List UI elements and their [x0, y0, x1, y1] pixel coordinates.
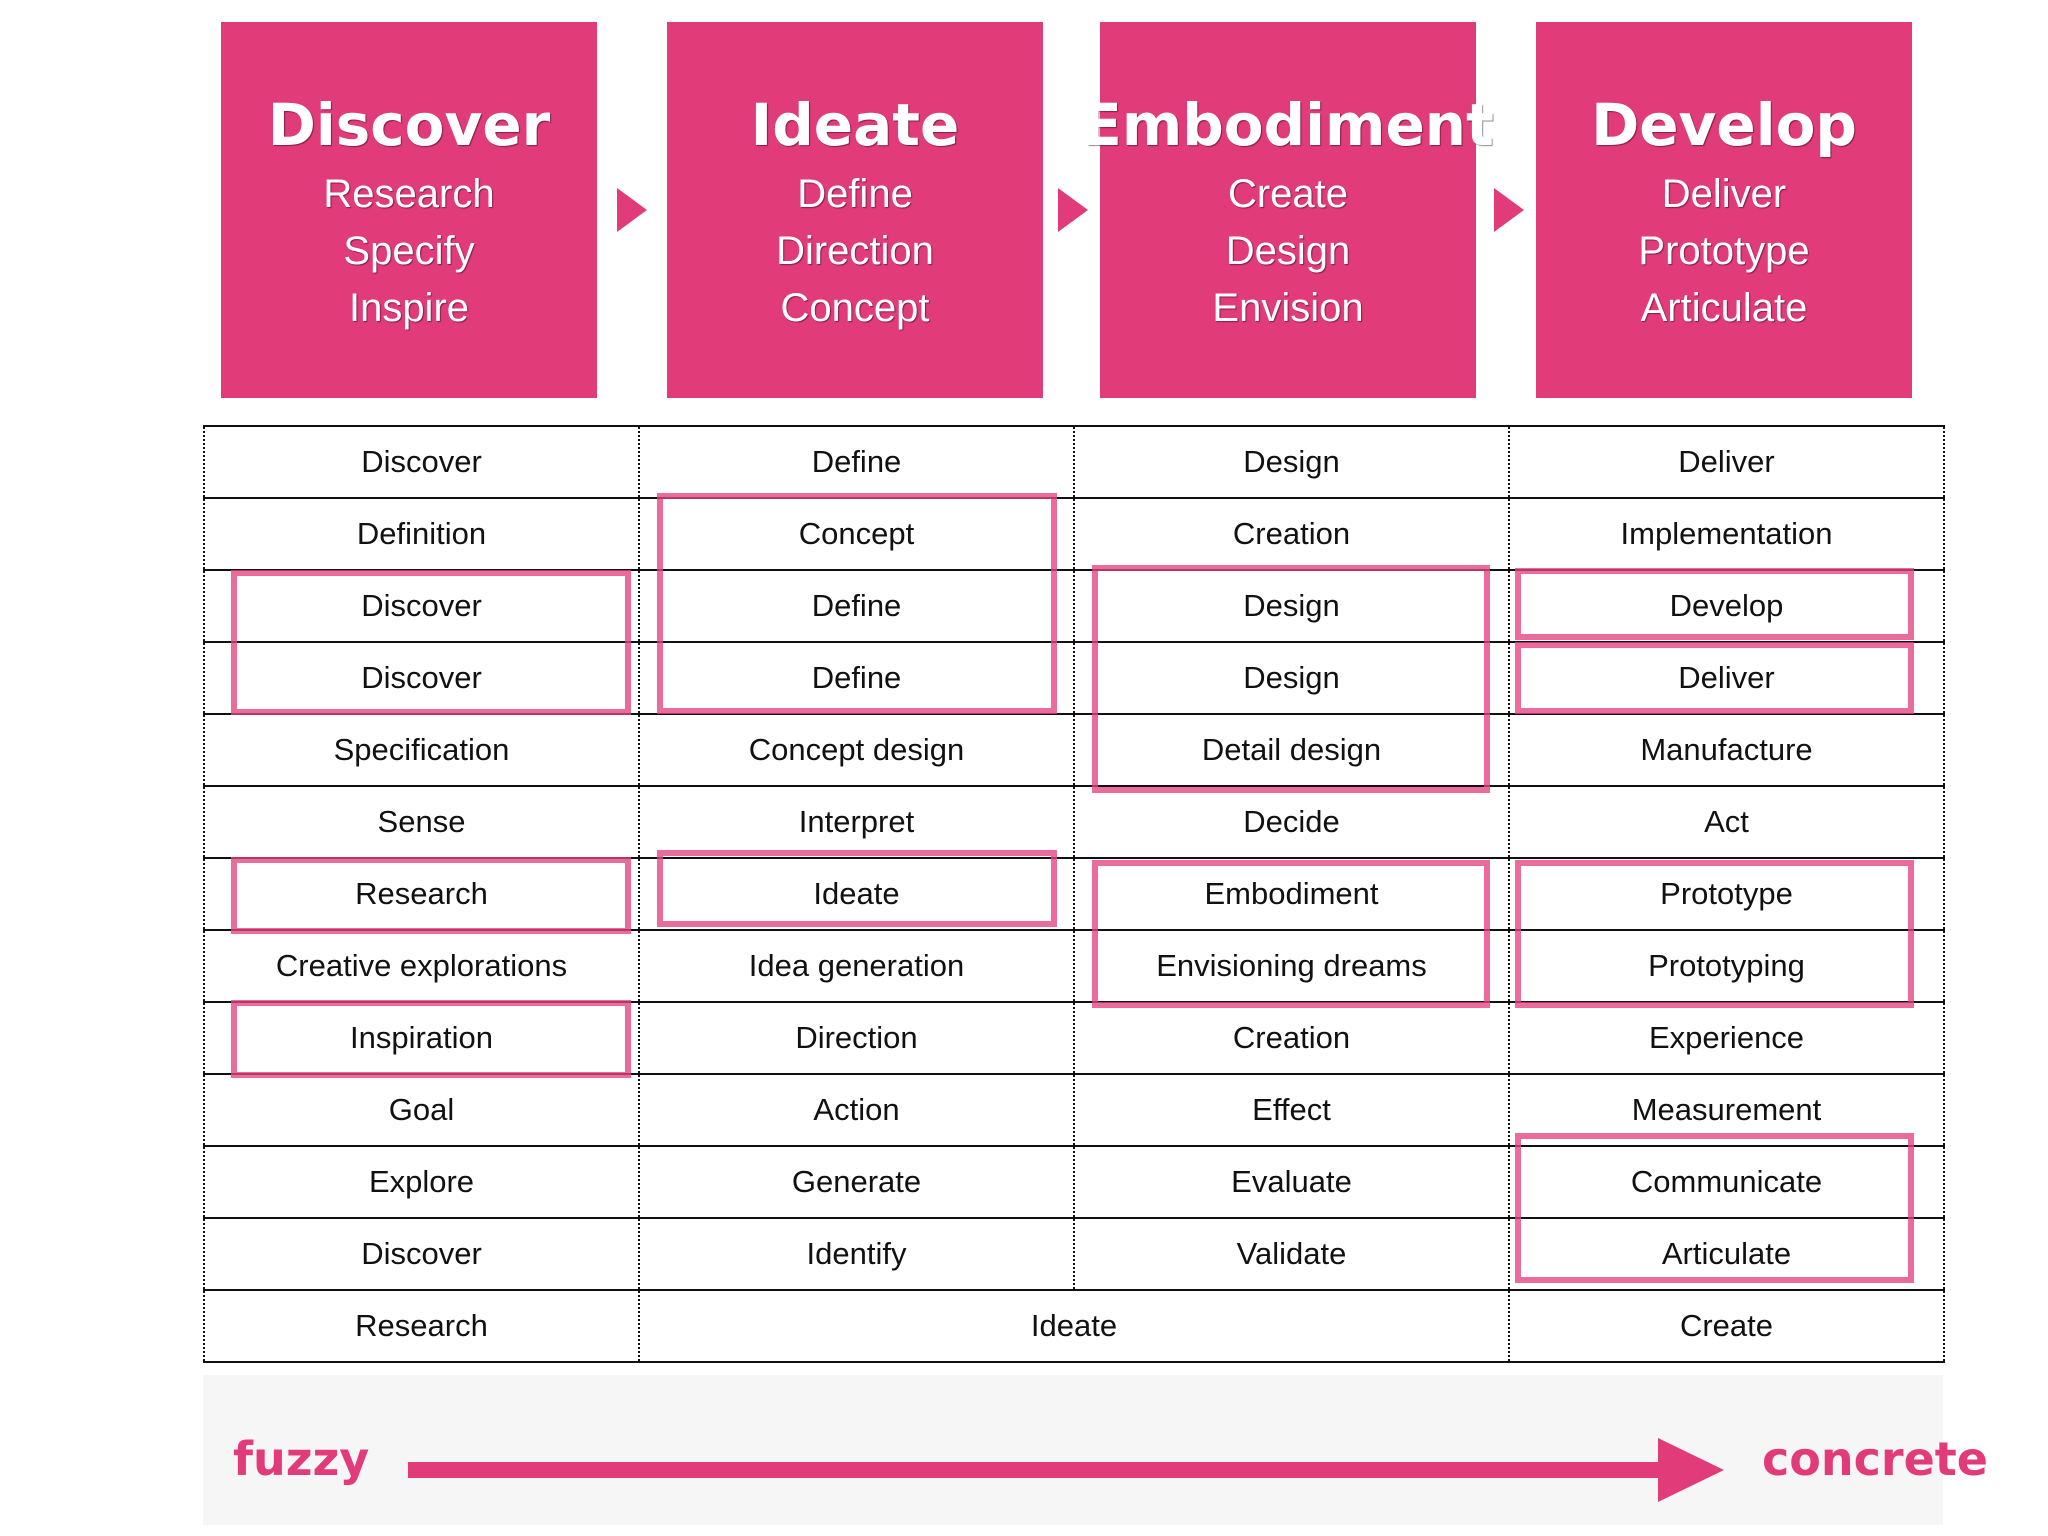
table-cell: Create: [1508, 1289, 1945, 1363]
phase-embodiment: Embodiment Create Design Envision: [1082, 22, 1494, 398]
table-cell-merged: Ideate: [638, 1289, 1510, 1363]
table-cell: Concept design: [638, 713, 1075, 787]
scale-band: [203, 1375, 1943, 1525]
arrow-right-icon: [1658, 1438, 1724, 1502]
scale-label-fuzzy: fuzzy: [233, 1432, 370, 1486]
table-cell: Decide: [1073, 785, 1510, 859]
phase-item: Create: [1227, 172, 1349, 216]
phase-discover: Discover Research Specify Inspire: [221, 22, 597, 398]
table-row: Research Ideate Embodiment Prototype: [203, 857, 1945, 931]
phase-title: Ideate: [750, 91, 960, 159]
phase-title: Embodiment: [1082, 91, 1494, 159]
table-cell: Act: [1508, 785, 1945, 859]
table-cell: Goal: [203, 1073, 640, 1147]
phase-title: Discover: [267, 91, 551, 159]
phase-item: Design: [1225, 229, 1351, 273]
phase-title: Develop: [1591, 91, 1857, 159]
table-row: Goal Action Effect Measurement: [203, 1073, 1945, 1147]
table-row: Discover Define Design Deliver: [203, 641, 1945, 715]
table-cell: Sense: [203, 785, 640, 859]
table-row: Discover Define Design Deliver: [203, 425, 1945, 499]
table-cell: Discover: [203, 425, 640, 499]
table-cell: Manufacture: [1508, 713, 1945, 787]
table-row: Creative explorations Idea generation Envi…: [203, 929, 1945, 1003]
table-cell: Interpret: [638, 785, 1075, 859]
table-cell: Prototype: [1508, 857, 1945, 931]
table-cell: Deliver: [1508, 641, 1945, 715]
table-cell: Define: [638, 425, 1075, 499]
table-cell: Discover: [203, 1217, 640, 1291]
table-cell: Communicate: [1508, 1145, 1945, 1219]
table-row: Research Ideate Create: [203, 1289, 1945, 1363]
table-cell: Define: [638, 569, 1075, 643]
table-cell: Effect: [1073, 1073, 1510, 1147]
table-cell: Definition: [203, 497, 640, 571]
table-cell: Implementation: [1508, 497, 1945, 571]
table-cell: Discover: [203, 569, 640, 643]
phase-item: Articulate: [1640, 286, 1808, 330]
phase-item: Envision: [1212, 286, 1364, 330]
phase-ideate: Ideate Define Direction Concept: [667, 22, 1043, 398]
table-cell: Generate: [638, 1145, 1075, 1219]
table-cell: Embodiment: [1073, 857, 1510, 931]
table-cell: Deliver: [1508, 425, 1945, 499]
table-row: Explore Generate Evaluate Communicate: [203, 1145, 1945, 1219]
terminology-table: Discover Define Design Deliver Definition Con…: [203, 425, 1945, 1363]
phase-develop: Develop Deliver Prototype Articulate: [1536, 22, 1912, 398]
table-cell: Creation: [1073, 497, 1510, 571]
phase-item: Concept: [780, 286, 930, 330]
phase-item: Prototype: [1638, 229, 1810, 273]
table-row: Discover Identify Validate Articulate: [203, 1217, 1945, 1291]
table-row: Inspiration Direction Creation Experience: [203, 1001, 1945, 1075]
phase-arrow-icon: [1058, 188, 1088, 232]
table-cell: Inspiration: [203, 1001, 640, 1075]
phase-item: Specify: [343, 229, 475, 273]
table-row: Definition Concept Creation Implementation: [203, 497, 1945, 571]
table-cell: Prototyping: [1508, 929, 1945, 1003]
phase-item: Research: [323, 172, 495, 216]
table-cell: Identify: [638, 1217, 1075, 1291]
table-cell: Ideate: [638, 857, 1075, 931]
table-cell: Action: [638, 1073, 1075, 1147]
table-cell: Measurement: [1508, 1073, 1945, 1147]
table-cell: Discover: [203, 641, 640, 715]
table-row: Discover Define Design Develop: [203, 569, 1945, 643]
table-row: Specification Concept design Detail design…: [203, 713, 1945, 787]
table-cell: Specification: [203, 713, 640, 787]
phase-arrow-icon: [1494, 188, 1524, 232]
table-cell: Direction: [638, 1001, 1075, 1075]
scale-label-concrete: concrete: [1762, 1432, 1988, 1486]
table-cell: Evaluate: [1073, 1145, 1510, 1219]
table-cell: Envisioning dreams: [1073, 929, 1510, 1003]
table-cell: Design: [1073, 641, 1510, 715]
table-cell: Design: [1073, 569, 1510, 643]
phase-item: Define: [797, 172, 913, 216]
scale-arrow-line: [408, 1462, 1668, 1478]
table-cell: Experience: [1508, 1001, 1945, 1075]
phase-item: Direction: [776, 229, 934, 273]
table-cell: Design: [1073, 425, 1510, 499]
table-cell: Validate: [1073, 1217, 1510, 1291]
table-row: Sense Interpret Decide Act: [203, 785, 1945, 859]
table-cell: Concept: [638, 497, 1075, 571]
table-cell: Research: [203, 857, 640, 931]
table-cell: Creative explorations: [203, 929, 640, 1003]
table-cell: Articulate: [1508, 1217, 1945, 1291]
table-cell: Detail design: [1073, 713, 1510, 787]
table-cell: Research: [203, 1289, 640, 1363]
phase-header: Discover Research Specify Inspire Ideate…: [0, 0, 2048, 410]
phase-arrow-icon: [617, 188, 647, 232]
table-cell: Develop: [1508, 569, 1945, 643]
phase-item: Deliver: [1661, 172, 1787, 216]
table-cell: Explore: [203, 1145, 640, 1219]
phase-item: Inspire: [348, 286, 470, 330]
table-cell: Creation: [1073, 1001, 1510, 1075]
table-cell: Idea generation: [638, 929, 1075, 1003]
table-cell: Define: [638, 641, 1075, 715]
